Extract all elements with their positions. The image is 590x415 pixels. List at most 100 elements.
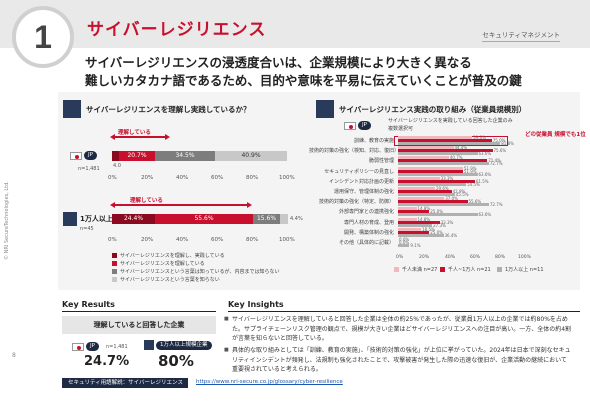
insight-2: 具体的な取り組みとしては「訓練、教育の実施」、「技術的対策の強化」が上位に挙がっ… xyxy=(224,346,572,375)
r-bar-3 xyxy=(398,182,467,186)
l-tick-20: 20% xyxy=(141,175,154,181)
r-bar-value: 40.7% xyxy=(449,155,463,161)
bar-row1-val1: 4.0 xyxy=(113,163,121,169)
bar-row2-seg4 xyxy=(280,214,288,224)
japan-flag-icon-3 xyxy=(72,343,84,351)
l-tick-100: 100% xyxy=(279,175,295,181)
r-category-label: 外部専門家との連携強化 xyxy=(339,209,394,216)
l2-tick-40: 40% xyxy=(176,237,189,243)
r-bar-value: 18.5% xyxy=(422,226,435,232)
bar-row2-seg2: 55.6% xyxy=(155,214,253,224)
kr-right-tag: 1万人以上規模企業 xyxy=(156,341,212,350)
r-bar-2 xyxy=(398,159,488,163)
building-icon xyxy=(63,212,77,226)
r-category-label: 技術的対策の強化（特定、防御） xyxy=(318,199,394,206)
r-bar-value: 25.0% xyxy=(430,209,443,215)
jp-tag-3: JP xyxy=(86,342,99,351)
jp-tag: JP xyxy=(84,151,97,160)
r-bar-value: 63.6% xyxy=(478,212,492,218)
japan-flag-icon xyxy=(70,152,82,160)
r-bar-value: 25.0% xyxy=(430,229,443,235)
row2-n: n=45 xyxy=(80,226,94,232)
r-bar-value: 0.0% xyxy=(399,237,410,242)
r-bar-1 xyxy=(398,197,445,201)
r-category-label: 訓練、教育の実施 xyxy=(353,138,394,144)
r-bar-value: 27.3% xyxy=(433,222,446,228)
right-legend-2: 千人~1万人 n=21 xyxy=(440,266,491,273)
l-tick-80: 80% xyxy=(246,175,259,181)
r-category-label: 技術的対策の強化（検知、対応、復旧） xyxy=(309,148,400,155)
jp-tag-2: JP xyxy=(358,121,371,130)
r-tick-100: 100% xyxy=(518,255,531,260)
left-chart-title: サイバーレジリエンスを理解し実践しているか？ xyxy=(86,105,251,114)
r-bar-value: 75.0% xyxy=(492,138,506,143)
r-bar-value: 33.3% xyxy=(440,175,454,181)
r-category-label: セキュリティポリシーの見直し xyxy=(324,168,394,175)
bar-row1-seg2: 20.7% xyxy=(119,151,155,161)
r-bar-value: 44.4% xyxy=(454,145,468,151)
r-category-label: 専門人材の育成、登用 xyxy=(343,219,394,226)
right-legend-top-1: サイバーレジリエンスを実践している回答した企業のみ xyxy=(388,118,513,124)
copyright-label: © NRI SecureTechnologies, Ltd. xyxy=(4,181,10,260)
bar-row2-seg1: 24.4% xyxy=(112,214,155,224)
right-chart-title: サイバーレジリエンス実践の取り組み（従業員規模別） xyxy=(339,105,527,114)
left-legend-4: サイバーレジリエンスという言葉を知らない xyxy=(112,276,220,283)
r-bar-value: 61.5% xyxy=(475,178,489,184)
r-bar-1 xyxy=(398,166,463,170)
r-bar-3 xyxy=(398,142,501,145)
understand-label-1: 理解している xyxy=(118,130,151,136)
r-bar-1 xyxy=(398,176,440,180)
right-legend-1: 千人未満 n=27 xyxy=(394,266,437,273)
r-bar-value: 14.8% xyxy=(417,206,431,212)
l-tick-60: 60% xyxy=(211,175,224,181)
bar-row1-seg4: 40.9% xyxy=(215,151,287,161)
left-legend-3: サイバーレジリエンスという言葉は知っているが、内容までは知らない xyxy=(112,268,279,275)
r-bar-value: 81.8% xyxy=(501,141,514,146)
kr-left-n: n=1,481 xyxy=(106,344,128,350)
r-bar-3 xyxy=(398,162,489,166)
page-number: 8 xyxy=(12,352,16,359)
l2-tick-80: 80% xyxy=(246,237,259,243)
l2-tick-100: 100% xyxy=(279,237,295,243)
r-bar-value: 0.0% xyxy=(399,240,410,245)
key-insights-title: Key Insights xyxy=(228,300,284,309)
kr-divider xyxy=(62,311,216,312)
r-bar-3 xyxy=(398,233,444,237)
r-tick-40: 40% xyxy=(445,255,456,260)
bar-row1-seg3: 34.5% xyxy=(155,151,215,161)
r-bar-value: 63.6% xyxy=(478,171,492,177)
r-bar-value: 29.6% xyxy=(436,186,449,191)
right-legend-3: 1万人以上 n=11 xyxy=(497,266,544,273)
r-category-label: 脆弱性管理 xyxy=(368,158,394,165)
understand-arrow-2 xyxy=(110,202,252,208)
r-bar-value: 33.3% xyxy=(440,219,454,225)
r-bar-3 xyxy=(398,172,478,176)
r-bar-value: 72.7% xyxy=(489,202,503,208)
l2-tick-20: 20% xyxy=(141,237,154,243)
r-bar-3 xyxy=(398,213,478,217)
r-bar-value: 55.6% xyxy=(468,199,482,205)
l-tick-40: 40% xyxy=(176,175,189,181)
r-bar-value: 9.1% xyxy=(410,243,421,248)
content-panel xyxy=(58,92,580,290)
insight-1: サイバーレジリエンスを理解していると回答した企業は全体の約25%であったが、従業… xyxy=(224,315,572,344)
section-tag: セキュリティマネジメント xyxy=(482,29,560,42)
glossary-link[interactable]: https://www.nri-secure.co.jp/glossary/cy… xyxy=(196,379,343,385)
l2-tick-0: 0% xyxy=(108,237,117,243)
r-bar-3 xyxy=(398,203,489,207)
r-bar-value: 71.4% xyxy=(488,158,501,164)
r-bar-value: 54.5% xyxy=(467,181,480,187)
r-tick-60: 60% xyxy=(470,255,481,260)
l2-tick-60: 60% xyxy=(211,237,224,243)
r-bar-value: 36.4% xyxy=(444,232,458,238)
r-bar-2 xyxy=(398,220,440,224)
glossary-tag: セキュリティ用語解説：サイバーレジリエンス xyxy=(62,378,188,388)
r-tick-0: 0% xyxy=(396,255,404,260)
r-category-label: 運用保守、管理体制の強化 xyxy=(333,189,394,195)
r-bar-3 xyxy=(398,223,433,227)
r-bar-2 xyxy=(398,139,492,142)
l-tick-0: 0% xyxy=(108,175,117,181)
row1-n: n=1,481 xyxy=(78,166,100,172)
r-bar-value: 72.7% xyxy=(489,161,503,167)
r-bar-3 xyxy=(398,244,410,247)
